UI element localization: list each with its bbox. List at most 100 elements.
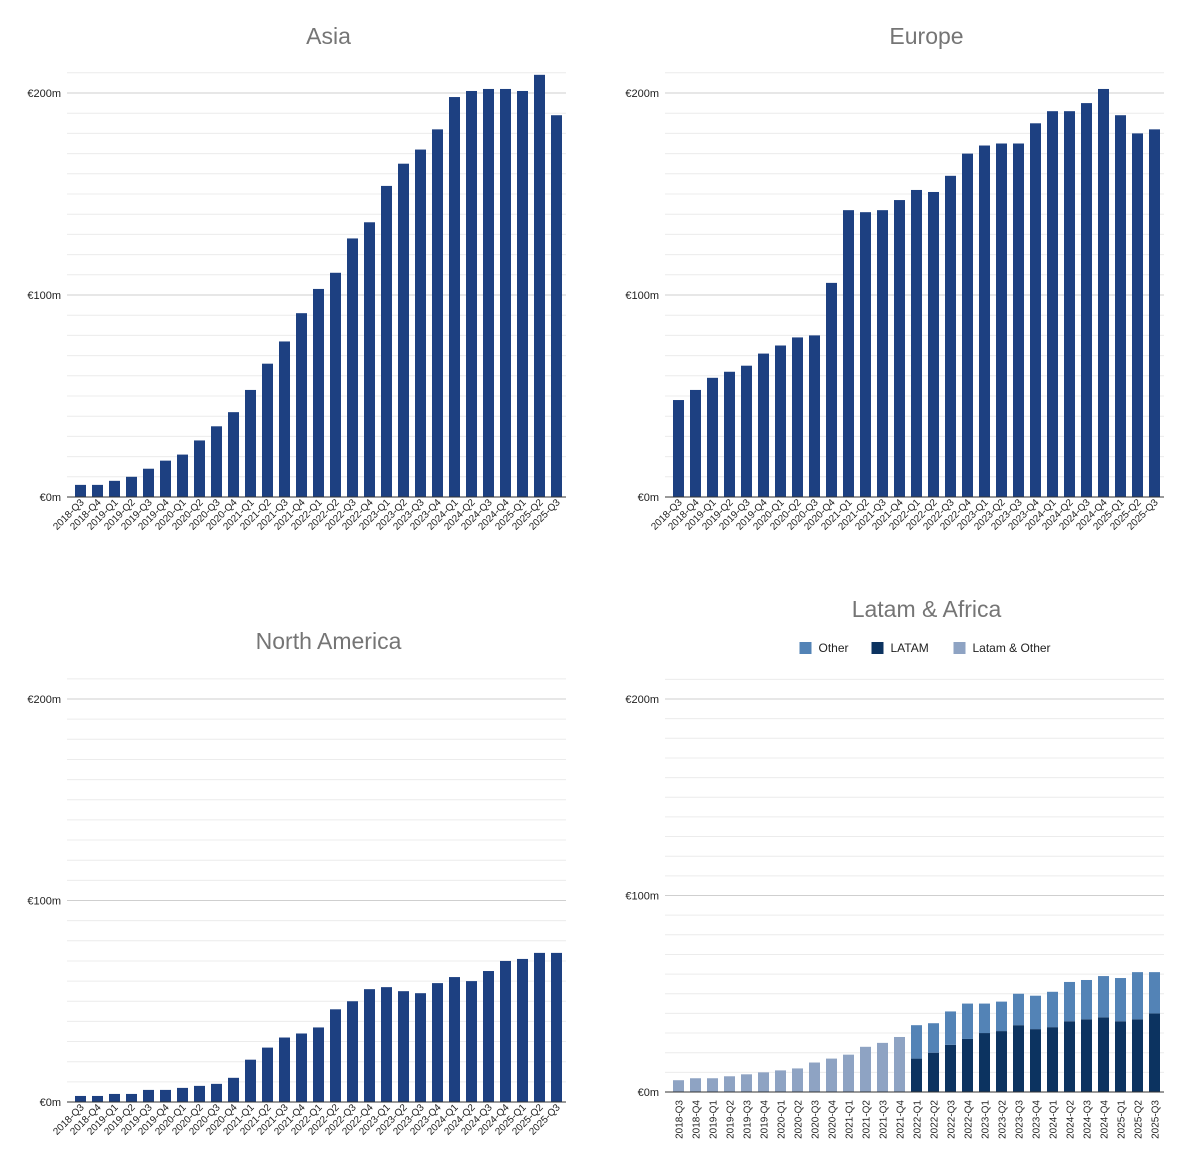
latam-and-africa-bar-other-2022-q2 [928, 1023, 939, 1053]
latam-and-africa-bar-latam-and-other-2019-q4 [758, 1072, 769, 1092]
europe-bar-2020-q1 [775, 345, 786, 497]
europe-bar-2020-q4 [826, 282, 837, 497]
asia-bar-2018-q3 [75, 484, 86, 497]
north-america-bar-2024-q2 [466, 981, 477, 1102]
north-america-bar-2020-q4 [228, 1077, 239, 1102]
legend-swatch-latam-and-other [953, 642, 966, 654]
europe-bar-2019-q2 [724, 371, 735, 497]
north-america-bar-2018-q4 [92, 1095, 103, 1102]
north-america-y-tick-label: €200m [27, 694, 61, 706]
latam-and-africa-bar-other-2024-q4 [1098, 976, 1109, 1018]
north-america-bar-2024-q1 [449, 977, 460, 1102]
latam-and-africa-bar-latam-2023-q4 [1030, 1029, 1041, 1092]
latam-and-africa-bar-latam-2025-q1 [1115, 1021, 1126, 1092]
europe-bar-2025-q2 [1132, 133, 1143, 497]
latam-and-africa-bar-latam-and-other-2021-q3 [877, 1042, 888, 1092]
europe-bar-2022-q4 [962, 153, 973, 497]
europe-bar-2019-q1 [707, 377, 718, 497]
europe-bar-2020-q3 [809, 335, 820, 497]
latam-and-africa-x-tick-label: 2025-Q3 [1151, 1100, 1162, 1139]
latam-and-africa-x-tick-label: 2021-Q3 [879, 1100, 890, 1139]
latam-and-africa-x-tick-label: 2021-Q4 [896, 1100, 907, 1139]
asia-bar-2022-q3 [347, 238, 358, 497]
latam-and-africa-bar-other-2023-q4 [1030, 995, 1041, 1030]
north-america-bar-2021-q4 [296, 1033, 307, 1102]
legend-swatch-latam [871, 642, 884, 654]
legend-label-latam: LATAM [891, 641, 929, 655]
asia-bar-2025-q2 [534, 74, 545, 497]
asia-y-tick-label: €200m [27, 88, 61, 100]
asia-bar-2024-q2 [466, 90, 477, 497]
asia-bar-2021-q4 [296, 313, 307, 497]
europe-bar-2023-q2 [996, 143, 1007, 497]
north-america-bar-2025-q2 [534, 952, 545, 1102]
europe-bar-2025-q1 [1115, 115, 1126, 497]
asia-bar-2021-q1 [245, 389, 256, 497]
latam-and-africa-bar-latam-and-other-2020-q3 [809, 1062, 820, 1092]
legend-label-latam-and-other: Latam & Other [973, 641, 1051, 655]
north-america-bar-2022-q1 [313, 1027, 324, 1102]
north-america-bar-2019-q1 [109, 1093, 120, 1102]
europe-bar-2021-q4 [894, 200, 905, 497]
north-america-y-tick-label: €100m [27, 896, 61, 908]
asia-y-tick-label: €0m [40, 492, 61, 504]
latam-and-africa-bar-latam-2025-q2 [1132, 1019, 1143, 1092]
latam-and-africa-bar-other-2023-q3 [1013, 993, 1024, 1026]
latam-and-africa-bar-other-2022-q3 [945, 1011, 956, 1045]
chart-latam-africa-svg: Latam & Africa €0m €100m €200m 2018-Q3 2018-Q… [625, 596, 1164, 1139]
latam-and-africa-bar-latam-2025-q3 [1149, 1013, 1160, 1092]
latam-and-africa-x-tick-label: 2024-Q1 [1049, 1100, 1060, 1139]
asia-bar-2021-q3 [279, 341, 290, 497]
latam-and-africa-x-tick-label: 2022-Q1 [913, 1100, 924, 1139]
latam-and-africa-bar-latam-2022-q2 [928, 1052, 939, 1092]
latam-and-africa-bar-latam-2024-q2 [1064, 1021, 1075, 1092]
latam-and-africa-x-tick-label: 2019-Q2 [726, 1100, 737, 1139]
north-america-bar-2023-q2 [398, 991, 409, 1102]
asia-bar-2020-q3 [211, 426, 222, 497]
europe-bar-2023-q3 [1013, 143, 1024, 497]
latam-and-africa-x-tick-label: 2023-Q4 [1032, 1100, 1043, 1139]
latam-and-africa-bar-latam-and-other-2019-q3 [741, 1074, 752, 1092]
asia-bar-2022-q4 [364, 222, 375, 497]
north-america-bar-2025-q1 [517, 958, 528, 1102]
latam-and-africa-bar-other-2024-q2 [1064, 981, 1075, 1022]
europe-bar-2023-q4 [1030, 123, 1041, 498]
chart-asia: Asia €0m €100m €200m 2018-Q3 2018-Q4 2019-Q1 20… [0, 0, 598, 582]
latam-and-africa-bar-other-2023-q1 [979, 1003, 990, 1034]
asia-bar-2020-q2 [194, 440, 205, 497]
asia-bar-2022-q2 [330, 272, 341, 497]
north-america-bar-2021-q3 [279, 1037, 290, 1102]
latam-and-africa-bar-latam-and-other-2020-q4 [826, 1058, 837, 1092]
asia-bar-2023-q3 [415, 149, 426, 497]
asia-bar-2019-q3 [143, 468, 154, 497]
north-america-bar-2021-q1 [245, 1059, 256, 1102]
europe-bar-2021-q1 [843, 210, 854, 497]
latam-and-africa-x-tick-label: 2024-Q3 [1083, 1100, 1094, 1139]
chart-asia-svg: Asia€0m€100m€200m2018-Q32018-Q42019-Q120… [27, 23, 566, 533]
europe-bar-2018-q4 [690, 389, 701, 497]
latam-and-africa-bar-latam-2023-q3 [1013, 1025, 1024, 1092]
chart-north-america-svg: North America€0m€100m€200m2018-Q32018-Q4… [27, 628, 566, 1138]
europe-bar-2019-q4 [758, 353, 769, 497]
latam-and-africa-x-tick-label: 2019-Q1 [709, 1100, 720, 1139]
north-america-bar-2019-q2 [126, 1093, 137, 1102]
latam-and-africa-x-tick-label: 2025-Q2 [1134, 1100, 1145, 1139]
north-america-bar-2020-q1 [177, 1087, 188, 1102]
north-america-bar-2022-q3 [347, 1001, 358, 1102]
europe-y-tick-label: €100m [625, 290, 659, 302]
latam-and-africa-x-tick-label: 2020-Q4 [828, 1100, 839, 1139]
latam-and-africa-bar-latam-2024-q4 [1098, 1017, 1109, 1092]
asia-bar-2024-q3 [483, 88, 494, 498]
latam-and-africa-bar-latam-2024-q3 [1081, 1019, 1092, 1092]
legend-swatch-other [799, 642, 812, 654]
asia-bar-2024-q1 [449, 97, 460, 497]
north-america-y-tick-label: €0m [40, 1097, 61, 1109]
latam-and-africa-bar-latam-2022-q4 [962, 1038, 973, 1092]
latam-and-africa-bar-latam-and-other-2018-q3 [673, 1080, 684, 1092]
latam-and-africa-bar-other-2025-q1 [1115, 978, 1126, 1022]
latam-and-africa-bar-latam-and-other-2021-q2 [860, 1046, 871, 1092]
north-america-bar-2023-q1 [381, 987, 392, 1102]
europe-bar-2025-q3 [1149, 129, 1160, 498]
north-america-bar-2021-q2 [262, 1047, 273, 1102]
europe-bar-2024-q2 [1064, 111, 1075, 498]
